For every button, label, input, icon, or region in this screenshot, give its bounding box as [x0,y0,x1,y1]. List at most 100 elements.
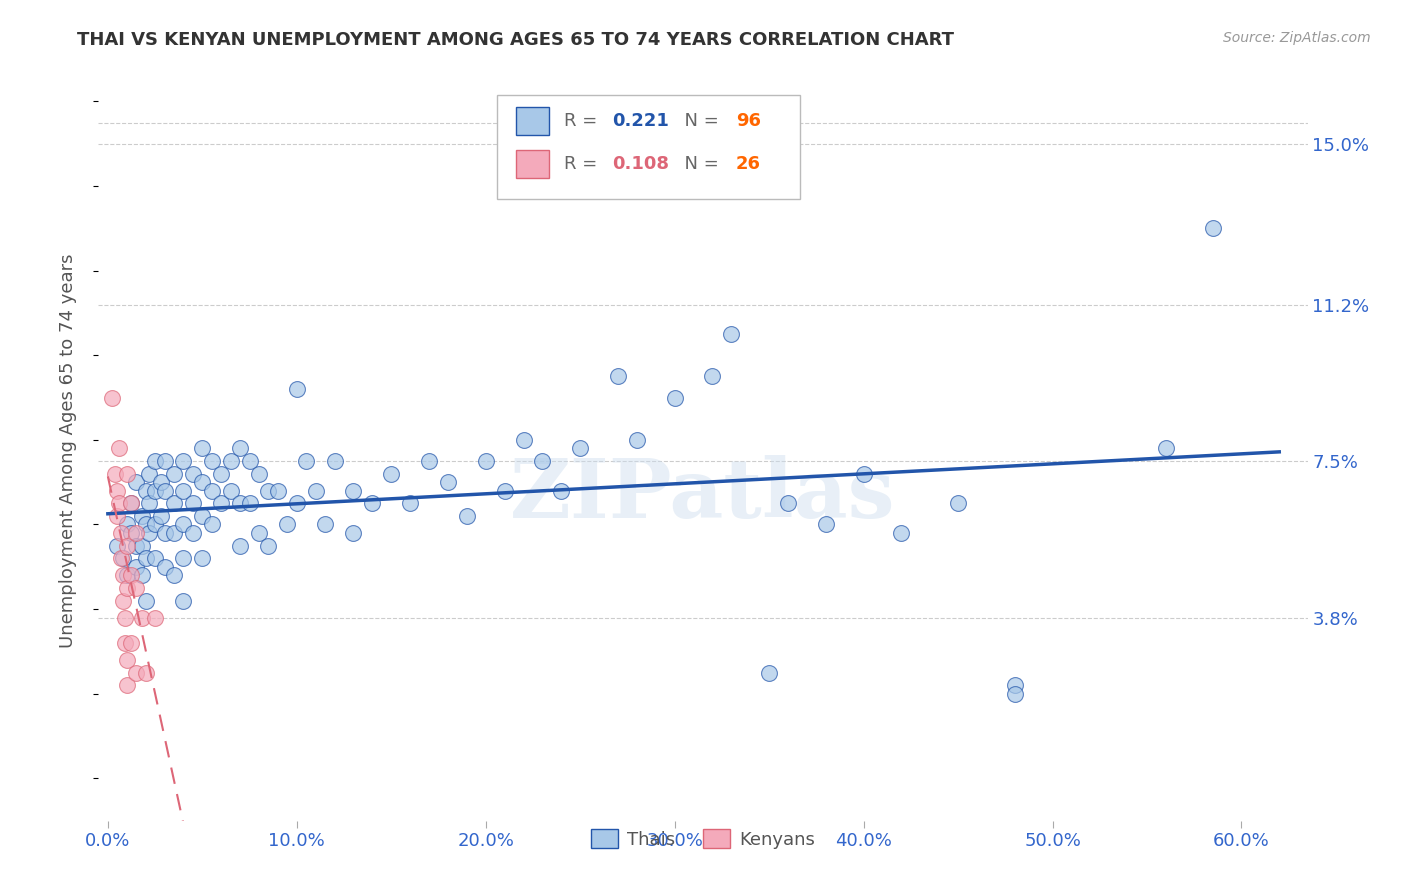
Point [201,454,224,468]
Point [115,653,138,667]
Point [108,442,131,456]
Point [115,467,138,481]
Point [191,475,214,490]
Point [191,442,214,456]
Point [201,483,224,498]
Point [946,496,969,510]
Point [135,665,157,680]
Point [181,467,204,481]
Point [1004,678,1026,692]
Point [758,665,780,680]
Point [104,467,127,481]
Point [285,496,308,510]
Point [125,525,148,540]
Point [111,593,134,607]
Point [138,467,160,481]
Point [305,483,328,498]
Point [163,467,186,481]
Text: 0.221: 0.221 [613,112,669,130]
Point [125,559,148,574]
Point [143,610,166,624]
Point [181,496,204,510]
FancyBboxPatch shape [516,107,550,135]
Point [105,539,128,553]
Point [163,525,186,540]
Point [257,539,280,553]
Text: N =: N = [673,112,724,130]
Point [131,539,153,553]
Point [115,581,138,595]
Point [125,475,148,490]
Point [664,391,686,405]
Point [153,559,176,574]
Point [247,467,270,481]
Point [110,525,132,540]
Point [1154,442,1177,456]
Point [125,665,148,680]
Point [115,568,138,582]
Point [399,496,422,510]
Point [456,509,478,524]
Point [172,454,194,468]
Point [342,483,364,498]
Point [172,593,194,607]
Point [108,496,131,510]
Point [172,517,194,532]
Point [219,483,242,498]
Point [100,391,122,405]
Point [120,496,142,510]
Point [201,517,224,532]
Point [229,442,252,456]
Point [852,467,875,481]
Point [163,496,186,510]
Point [181,525,204,540]
Point [120,496,142,510]
Point [209,496,232,510]
Point [257,483,280,498]
Point [131,509,153,524]
Point [114,610,136,624]
Point [172,483,194,498]
Point [138,525,160,540]
Point [138,496,160,510]
Point [229,496,252,510]
Text: 0.108: 0.108 [613,155,669,173]
Point [814,517,837,532]
Point [153,454,176,468]
Point [111,551,134,566]
FancyBboxPatch shape [516,150,550,178]
Point [474,454,496,468]
Point [437,475,460,490]
Point [285,382,308,396]
Point [135,517,157,532]
Point [143,551,166,566]
Point [702,369,724,384]
Point [120,636,142,650]
Point [776,496,799,510]
Point [115,539,138,553]
Point [569,442,592,456]
Point [239,496,262,510]
Point [115,517,138,532]
Text: R =: R = [564,155,603,173]
Point [323,454,346,468]
Point [209,467,232,481]
Point [114,636,136,650]
Text: ZIPatlas: ZIPatlas [510,455,896,535]
Legend: Thais, Kenyans: Thais, Kenyans [583,822,823,856]
FancyBboxPatch shape [498,95,800,199]
Point [720,327,742,342]
Point [131,568,153,582]
Text: R =: R = [564,112,603,130]
Point [626,433,648,447]
Point [163,568,186,582]
Text: 26: 26 [735,155,761,173]
Point [550,483,572,498]
Point [143,517,166,532]
Text: Source: ZipAtlas.com: Source: ZipAtlas.com [1223,31,1371,45]
Point [172,551,194,566]
Point [276,517,298,532]
Point [1004,687,1026,701]
Point [531,454,554,468]
Text: N =: N = [673,155,724,173]
